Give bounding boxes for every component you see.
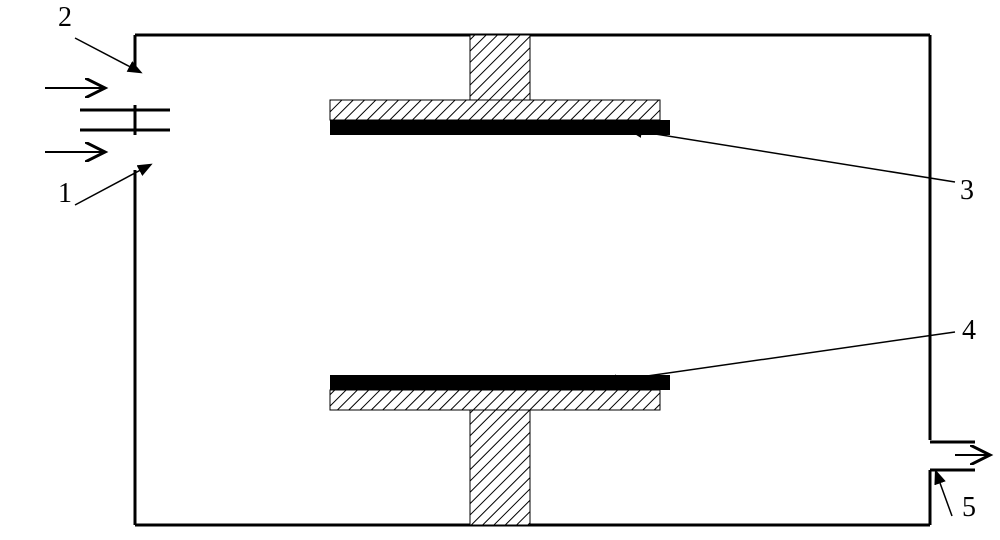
label-3: 3: [960, 175, 974, 207]
label-4: 4: [962, 315, 976, 347]
diagram-container: 1 2 3 4 5: [0, 0, 1000, 535]
label-2: 2: [58, 2, 72, 34]
label-5: 5: [962, 492, 976, 524]
schematic-svg: [0, 0, 1000, 535]
label-1: 1: [58, 178, 72, 210]
